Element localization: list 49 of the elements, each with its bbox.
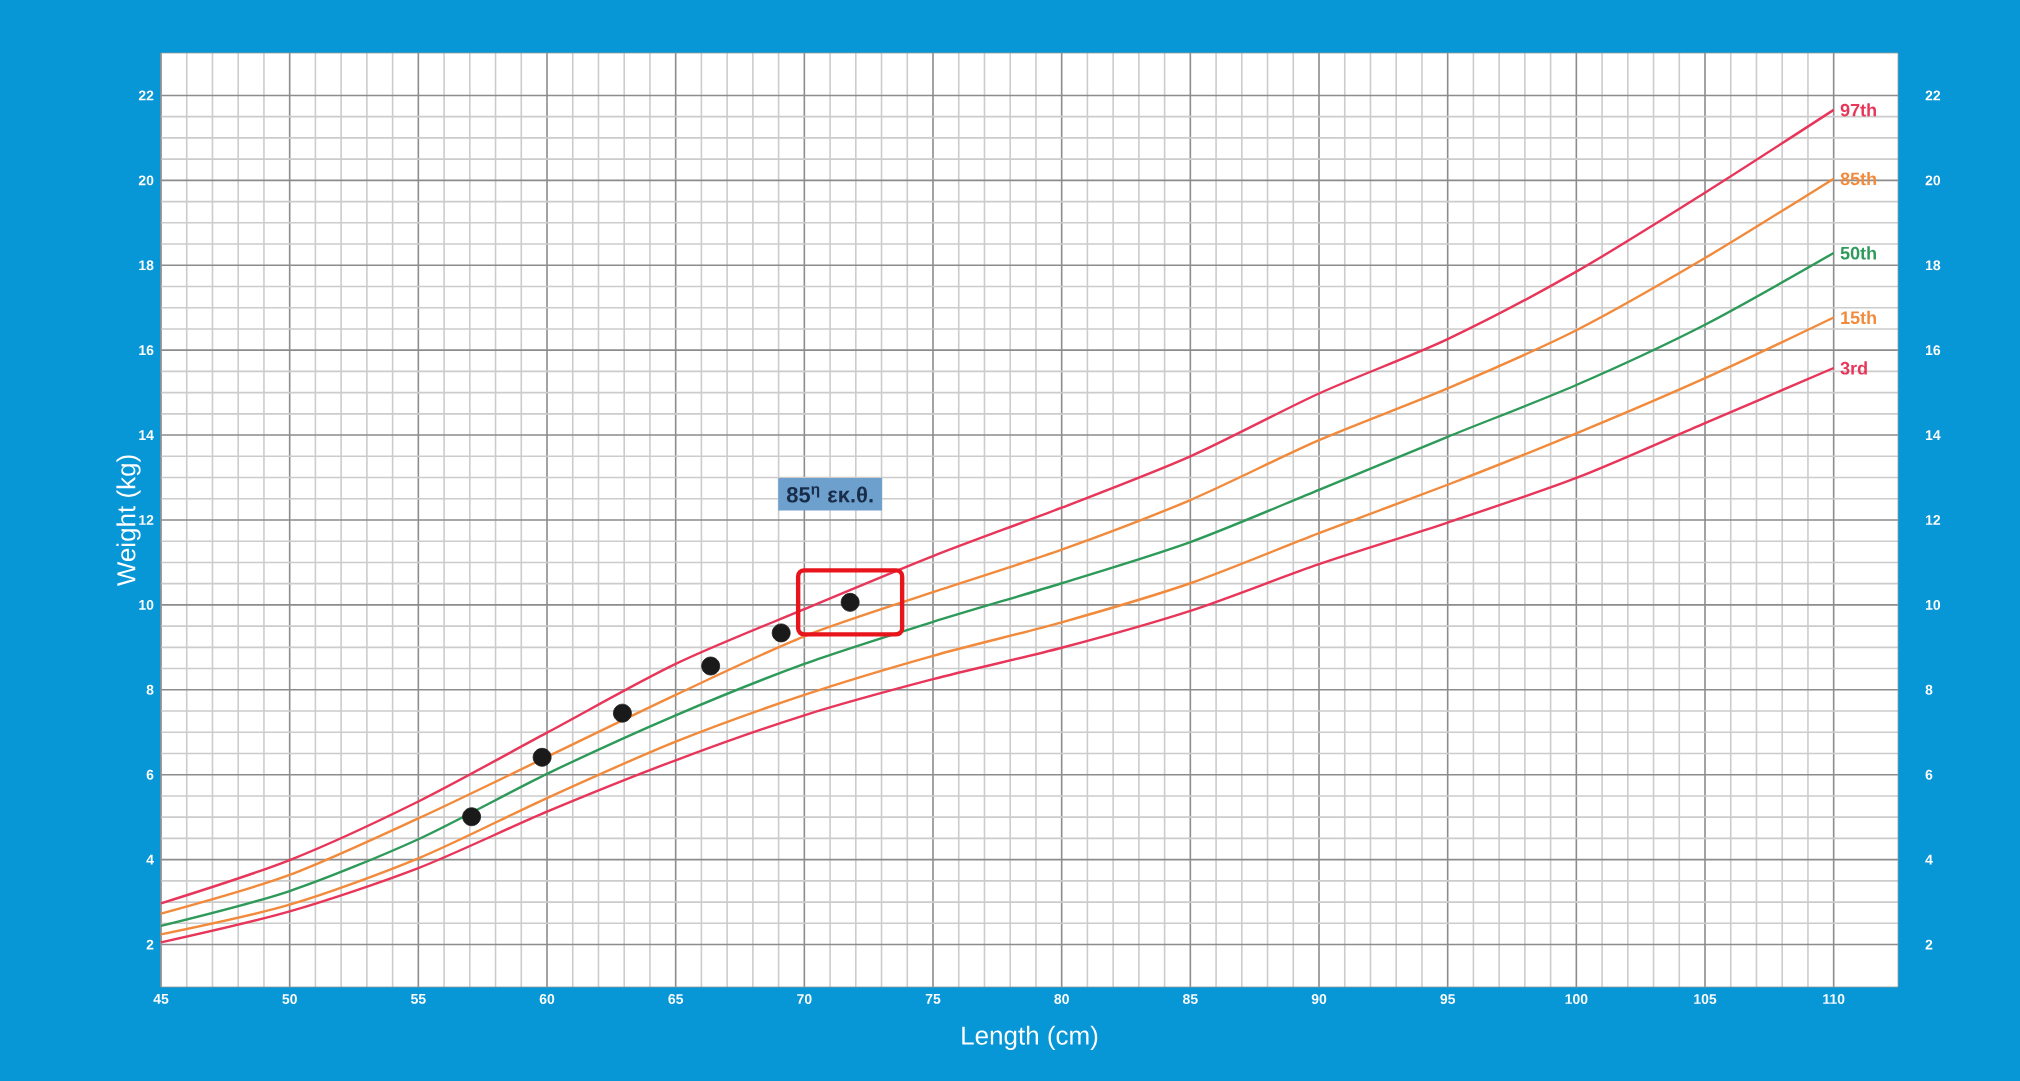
y-tick-label: 6 [146, 769, 154, 780]
x-tick-label: 85 [1183, 994, 1198, 1004]
y-tick-label: 12 [139, 515, 154, 525]
x-tick-label: 45 [153, 994, 169, 1004]
point [840, 592, 860, 612]
y2-tick-label: 18 [1925, 260, 1941, 271]
y-tick-label: 8 [146, 684, 154, 695]
series-label: 15th [1841, 310, 1876, 325]
y-tick-label: 2 [146, 939, 154, 950]
y-tick-label: 16 [139, 345, 154, 356]
y2-tick-label: 6 [1925, 769, 1933, 780]
x-tick-label: 90 [1311, 994, 1327, 1004]
y-tick-label: 22 [138, 90, 154, 101]
annotation: 85$^{η}$ εκ.θ. [786, 486, 873, 503]
x-tick-label: 105 [1694, 994, 1717, 1004]
y2-tick-label: 2 [1925, 939, 1933, 950]
y-tick-label: 4 [146, 854, 154, 865]
x-tick-label: 75 [925, 994, 941, 1004]
x-tick-label: 110 [1823, 994, 1845, 1004]
y-tick-label: 18 [139, 260, 154, 271]
x-tick-label: 70 [797, 994, 812, 1004]
point [771, 623, 791, 643]
series-label: 50th [1840, 246, 1876, 260]
y-axis-title: Weight (kg) [116, 455, 141, 587]
x-tick-label: 60 [539, 994, 555, 1004]
y-tick-label: 10 [139, 599, 154, 610]
x-tick-label: 65 [668, 994, 684, 1004]
x-tick-label: 95 [1440, 994, 1456, 1004]
y2-tick-label: 12 [1925, 515, 1941, 525]
point [613, 703, 632, 723]
point [532, 747, 552, 767]
point [701, 656, 721, 676]
y2-tick-label: 22 [1925, 90, 1941, 101]
x-axis-title: Length (cm) [962, 1025, 1098, 1050]
x-tick-label: 55 [411, 994, 426, 1004]
y-tick-label: 20 [138, 175, 154, 186]
y2-tick-label: 4 [1925, 854, 1933, 865]
point [462, 807, 482, 827]
y-tick-label: 14 [139, 430, 154, 440]
y2-tick-label: 20 [1925, 175, 1941, 186]
series-label: 3rd [1840, 361, 1867, 375]
y2-tick-label: 14 [1925, 430, 1941, 440]
y2-tick-label: 16 [1925, 345, 1941, 356]
y2-tick-label: 8 [1925, 684, 1933, 695]
x-tick-label: 100 [1565, 994, 1588, 1004]
series-label: 97th [1840, 103, 1876, 117]
x-tick-label: 80 [1054, 994, 1069, 1004]
x-tick-label: 50 [282, 994, 297, 1004]
y2-tick-label: 10 [1925, 599, 1941, 610]
